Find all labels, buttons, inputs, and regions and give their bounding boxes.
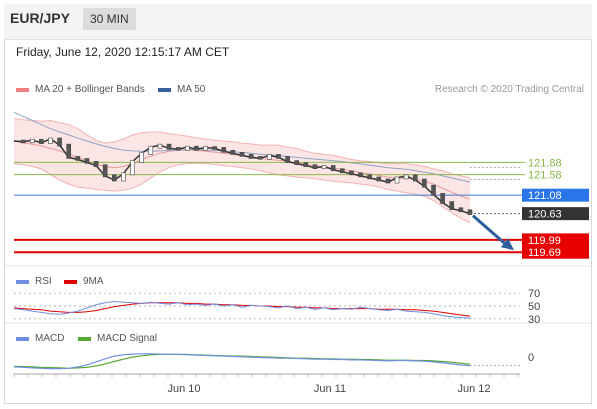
legend-macd-signal-label: MACD Signal [97, 333, 158, 344]
price-candle [121, 172, 126, 182]
price-candle [29, 138, 35, 144]
legend-bands-label: MA 20 + Bollinger Bands [35, 84, 145, 95]
x-tick-label: Jun 12 [457, 383, 490, 395]
price-candle [66, 143, 72, 159]
legend-macd: MACD [16, 333, 64, 344]
price-candle [303, 162, 309, 167]
price-candle [166, 143, 172, 150]
level-label-resistance: 121.88 [528, 157, 562, 169]
price-candle [212, 146, 217, 150]
price-candle [294, 160, 300, 165]
legend-rsi-ma-label: 9MA [83, 276, 104, 287]
level-label-support: 119.99 [528, 235, 561, 247]
macd-swatch [16, 336, 29, 341]
rsi-swatch [16, 279, 29, 284]
last-price-tag [522, 207, 589, 221]
level-tag-pivot [522, 188, 589, 202]
price-candle [449, 201, 455, 211]
price-candle [349, 170, 354, 176]
price-candle [248, 154, 254, 159]
rsi-tick-label: 30 [528, 314, 540, 326]
price-candle [230, 149, 236, 155]
price-candle [257, 156, 263, 160]
price-candle [239, 152, 245, 157]
macd-signal-swatch [78, 336, 91, 341]
x-tick-label: Jun 11 [314, 383, 346, 395]
price-candle [130, 160, 135, 176]
price-candle [194, 145, 199, 151]
price-candle [321, 165, 327, 169]
price-candle [84, 158, 90, 164]
upper-band-line [13, 118, 471, 179]
legend-rsi-ma: 9MA [64, 276, 104, 287]
price-candle [330, 165, 336, 172]
price-candle [20, 139, 26, 144]
last-price-label: 120.63 [528, 209, 562, 221]
price-candle [157, 143, 163, 149]
legend-ma50-label: MA 50 [177, 84, 206, 95]
price-candle [148, 145, 154, 155]
rsi-ma-swatch [64, 279, 77, 284]
price-candle [412, 174, 418, 182]
price-candle [312, 164, 318, 169]
pair-title: EUR/JPY [10, 10, 70, 26]
price-candle [285, 156, 290, 163]
price-candle [394, 176, 400, 184]
price-candle [175, 147, 181, 151]
price-candle [203, 146, 208, 151]
price-candle [276, 154, 281, 159]
forecast-arrow-head [501, 238, 514, 251]
rsi-tick-label: 50 [528, 301, 540, 313]
macd-line [13, 353, 471, 370]
price-candle [422, 178, 427, 188]
price-candle [367, 174, 372, 180]
rsi-line [13, 300, 471, 319]
price-candle [467, 209, 473, 215]
price-candle [102, 164, 108, 178]
level-label-support: 119.69 [528, 247, 561, 259]
timeframe-button[interactable]: 30 MIN [83, 8, 136, 30]
legend-bands: MA 20 + Bollinger Bands [16, 84, 145, 95]
price-candle [431, 184, 436, 196]
chart-frame [4, 4, 592, 404]
level-label-pivot: 121.08 [528, 190, 562, 202]
forecast-arrow-shaft [472, 214, 509, 248]
price-candle [139, 152, 144, 163]
legend-rsi: RSI [16, 276, 52, 287]
price-candle [57, 137, 62, 147]
price-candle [75, 156, 81, 161]
legend-macd-signal: MACD Signal [78, 333, 157, 344]
price-candle [221, 147, 227, 153]
x-tick-label: Jun 10 [167, 383, 200, 395]
price-candle [112, 174, 117, 182]
lower-band-line [13, 162, 471, 224]
level-label-resistance: 121.58 [528, 170, 562, 182]
price-candle [39, 138, 44, 144]
price-candle [385, 178, 391, 184]
price-candle [184, 145, 190, 151]
price-candle [267, 154, 272, 160]
rsi-tick-label: 70 [528, 288, 540, 300]
ma50-swatch [158, 87, 171, 92]
credit-text: Research © 2020 Trading Central [434, 84, 584, 95]
legend-ma50: MA 50 [158, 84, 205, 95]
price-candle [403, 174, 409, 180]
bollinger-band-area [14, 118, 470, 224]
price-candle [440, 193, 445, 204]
level-tag-support [522, 245, 589, 259]
price-candle [93, 161, 99, 167]
macd-tick-label: 0 [528, 352, 534, 364]
bands-swatch [16, 87, 29, 92]
price-candle [48, 137, 53, 144]
timestamp: Friday, June 12, 2020 12:15:17 AM CET [16, 45, 230, 59]
price-candle [458, 207, 464, 213]
level-tag-support [522, 233, 589, 247]
legend-macd-label: MACD [35, 333, 65, 344]
price-candle [358, 172, 363, 178]
price-candle [376, 176, 382, 182]
legend-rsi-label: RSI [35, 276, 52, 287]
price-candle [340, 168, 345, 174]
